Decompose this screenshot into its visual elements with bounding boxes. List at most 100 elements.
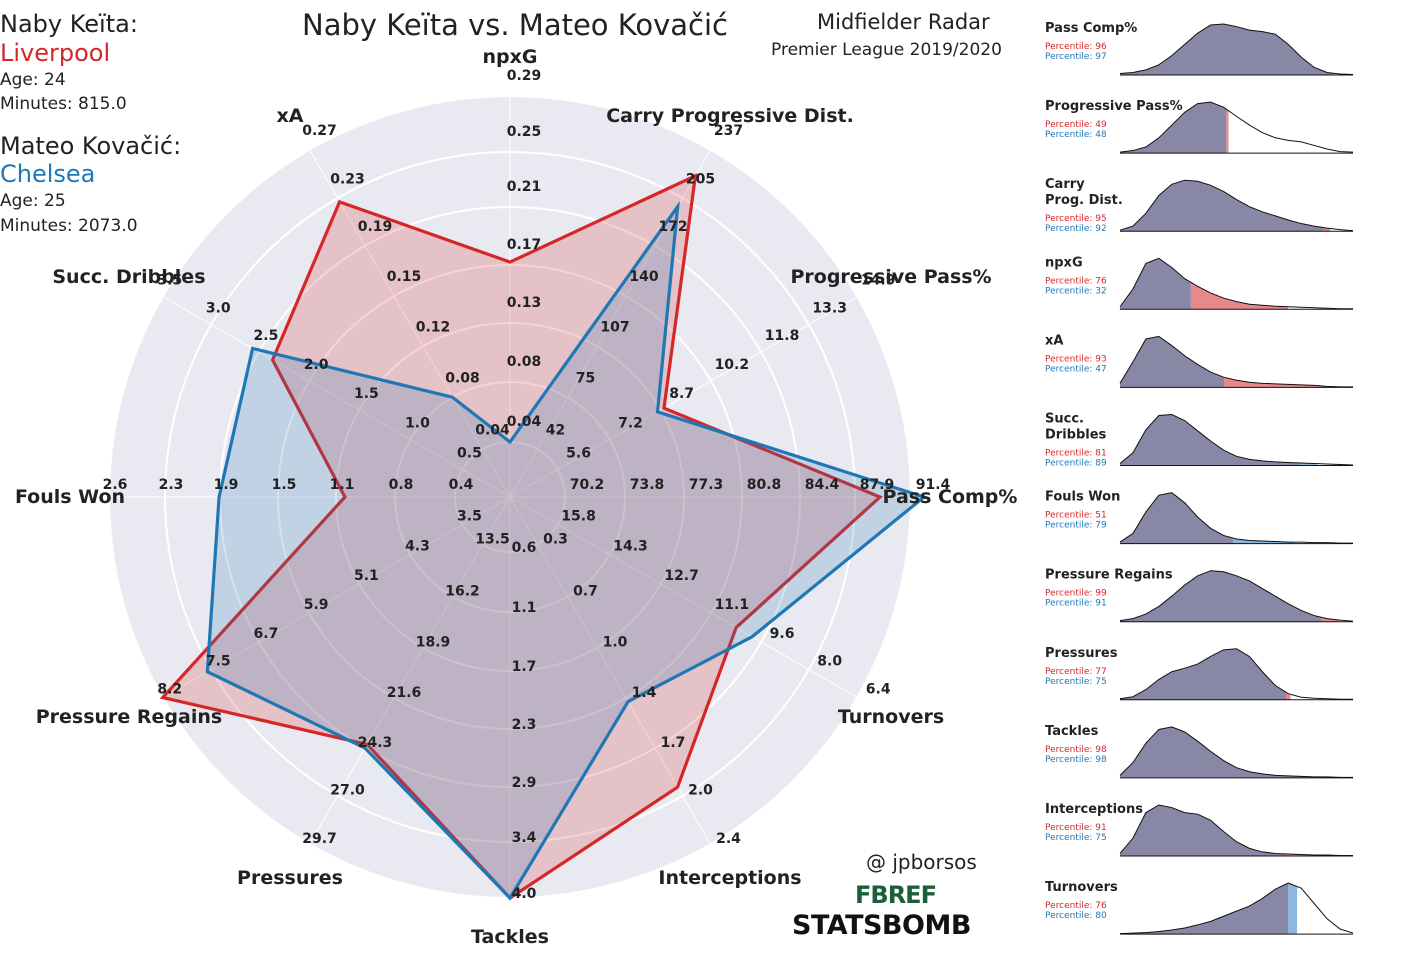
kde-label: Dribbles — [1045, 428, 1107, 443]
player1-age: Age: 24 — [0, 70, 66, 90]
kde-percentile-player2: Percentile: 32 — [1045, 286, 1107, 296]
statsbomb-logo-text: STATSBOMB — [792, 910, 971, 941]
chart-title: Naby Keïta vs. Mateo Kovačić — [302, 8, 728, 42]
radar-spoke — [162, 296, 511, 498]
kde-panel: Progressive Pass% Percentile: 49Percentil… — [1045, 99, 1354, 154]
radar-tick-label: 0.25 — [507, 124, 542, 140]
radar-tick-label: 73.8 — [630, 477, 665, 493]
radar-axis-label: Progressive Pass% — [790, 266, 991, 288]
kde-diff-fill — [1286, 648, 1291, 700]
kde-label: Pass Comp% — [1045, 21, 1137, 36]
radar-axis-label: Pressures — [237, 867, 343, 889]
player1-team: Liverpool — [0, 39, 111, 67]
kde-shared-fill — [1120, 102, 1227, 154]
kde-diff-fill — [1286, 805, 1322, 856]
player2-minutes: Minutes: 2073.0 — [0, 216, 138, 236]
kde-shared-fill — [1120, 726, 1337, 778]
radar-axis-label: Turnovers — [838, 706, 944, 728]
radar-tick-label: 4.0 — [512, 886, 537, 902]
kde-curve — [1119, 492, 1353, 544]
radar-tick-label: 12.7 — [664, 568, 699, 584]
radar-tick-label: 2.9 — [512, 775, 537, 791]
radar-tick-label: 18.9 — [416, 635, 451, 651]
radar-tick-label: 8.0 — [817, 654, 842, 670]
kde-percentile-player2: Percentile: 91 — [1045, 599, 1107, 609]
radar-tick-label: 5.9 — [304, 597, 329, 613]
radar-tick-label: 3.4 — [512, 830, 537, 846]
radar-tick-label: 0.6 — [512, 540, 537, 556]
radar-tick-label: 5.1 — [354, 568, 379, 584]
radar-tick-label: 0.27 — [302, 123, 337, 139]
radar-tick-label: 9.6 — [770, 626, 795, 642]
kde-percentile-player2: Percentile: 47 — [1045, 364, 1107, 374]
radar-axis-label: Pass Comp% — [883, 486, 1018, 508]
radar-tick-label: 0.13 — [507, 295, 542, 311]
kde-percentile-player1: Percentile: 77 — [1045, 667, 1107, 677]
radar-tick-label: 0.08 — [507, 354, 542, 370]
radar-tick-label: 0.23 — [330, 171, 365, 187]
radar-tick-label: 205 — [686, 171, 715, 187]
radar-type-label: Midfielder Radar — [817, 10, 990, 34]
kde-diff-fill — [1190, 258, 1289, 310]
radar-tick-label: 237 — [714, 123, 743, 139]
radar-tick-label: 24.3 — [358, 735, 393, 751]
radar-tick-label: 1.0 — [603, 635, 628, 651]
kde-label: Pressures — [1045, 646, 1118, 661]
kde-percentile-player2: Percentile: 75 — [1045, 833, 1107, 843]
radar-tick-label: 0.04 — [475, 422, 510, 438]
fbref-logo-text: FBREF — [855, 881, 937, 909]
kde-shared-fill — [1120, 24, 1333, 75]
kde-percentile-player1: Percentile: 51 — [1045, 511, 1107, 521]
kde-diff-fill — [1288, 883, 1298, 935]
kde-percentile-player2: Percentile: 48 — [1045, 130, 1107, 140]
kde-percentile-player1: Percentile: 49 — [1045, 120, 1107, 130]
kde-curve — [1119, 726, 1353, 778]
kde-curve — [1119, 413, 1354, 466]
kde-label: Prog. Dist. — [1045, 193, 1123, 208]
kde-label: Carry — [1045, 177, 1085, 192]
kde-percentile-player1: Percentile: 81 — [1045, 449, 1107, 459]
radar-tick-label: 0.29 — [507, 68, 542, 84]
radar-axis-label: Tackles — [471, 926, 549, 948]
author-credit: @ jpborsos — [866, 850, 977, 874]
radar-tick-label: 80.8 — [747, 477, 782, 493]
kde-label: Succ. — [1045, 412, 1084, 427]
radar-axis-label: xA — [277, 105, 304, 127]
radar-axis-label: Fouls Won — [15, 486, 125, 508]
radar-tick-label: 14.9 — [861, 273, 896, 289]
radar-tick-label: 2.5 — [254, 328, 279, 344]
radar-tick-label: 1.0 — [405, 416, 430, 432]
player1-minutes: Minutes: 815.0 — [0, 94, 127, 114]
radar-tick-label: 42 — [546, 422, 565, 438]
radar-tick-label: 1.1 — [330, 477, 355, 493]
kde-percentile-player1: Percentile: 91 — [1045, 823, 1107, 833]
kde-curve — [1119, 648, 1353, 700]
radar-series-kovacic — [205, 200, 928, 901]
radar-tick-label: 3.0 — [206, 301, 231, 317]
radar-tick-label: 91.4 — [916, 477, 951, 493]
kde-shared-fill — [1120, 883, 1289, 935]
radar-axis-label: Succ. Dribbles — [52, 266, 205, 288]
kde-curve — [1119, 23, 1354, 75]
kde-label: xA — [1045, 333, 1063, 348]
kde-percentile-player1: Percentile: 99 — [1045, 589, 1107, 599]
kde-percentile-player2: Percentile: 80 — [1045, 911, 1107, 921]
radar-tick-label: 140 — [629, 269, 658, 285]
radar-tick-label: 172 — [658, 219, 687, 235]
radar-tick-label: 0.08 — [445, 370, 480, 386]
radar-tick-label: 2.3 — [159, 477, 184, 493]
radar-tick-label: 1.9 — [214, 477, 239, 493]
kde-percentile-player1: Percentile: 95 — [1045, 214, 1107, 224]
radar-spoke — [509, 296, 858, 498]
kde-percentile-player1: Percentile: 96 — [1045, 42, 1107, 52]
radar-tick-label: 7.5 — [206, 654, 231, 670]
radar-tick-label: 0.3 — [543, 532, 568, 548]
kde-shared-fill — [1120, 336, 1225, 388]
